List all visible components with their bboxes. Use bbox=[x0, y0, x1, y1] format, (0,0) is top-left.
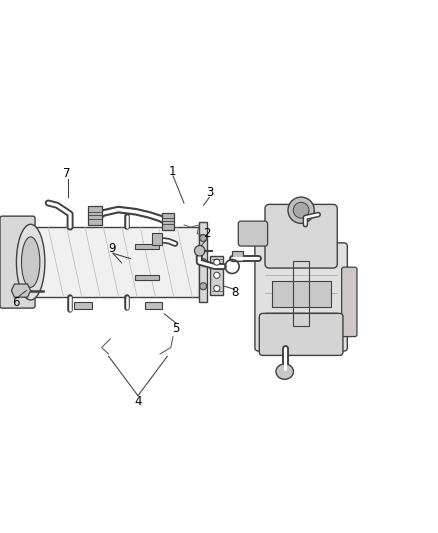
FancyBboxPatch shape bbox=[0, 216, 35, 308]
Text: 1: 1 bbox=[168, 165, 176, 177]
Polygon shape bbox=[11, 284, 31, 297]
Ellipse shape bbox=[21, 237, 40, 287]
Ellipse shape bbox=[17, 224, 45, 300]
Bar bbox=[145, 302, 162, 310]
Circle shape bbox=[288, 197, 314, 223]
FancyBboxPatch shape bbox=[265, 204, 337, 268]
Bar bbox=[152, 233, 162, 246]
FancyBboxPatch shape bbox=[259, 313, 343, 356]
FancyBboxPatch shape bbox=[255, 243, 347, 351]
FancyBboxPatch shape bbox=[238, 221, 268, 246]
Text: 6: 6 bbox=[12, 296, 20, 309]
Text: 5: 5 bbox=[173, 322, 180, 335]
Bar bbox=[135, 244, 159, 249]
Ellipse shape bbox=[276, 364, 293, 379]
Bar bbox=[210, 255, 223, 295]
Text: 9: 9 bbox=[108, 241, 116, 255]
Circle shape bbox=[214, 285, 220, 292]
Text: 2: 2 bbox=[203, 227, 211, 240]
Bar bbox=[31, 227, 199, 297]
Text: 7: 7 bbox=[63, 167, 71, 180]
Circle shape bbox=[200, 282, 207, 290]
Text: 3: 3 bbox=[206, 187, 213, 199]
Bar bbox=[74, 302, 92, 310]
Bar bbox=[162, 213, 174, 230]
Bar bbox=[293, 261, 309, 326]
Circle shape bbox=[200, 259, 207, 265]
Bar bbox=[232, 251, 243, 261]
Text: 4: 4 bbox=[134, 395, 142, 408]
Bar bbox=[272, 281, 331, 307]
Circle shape bbox=[200, 235, 207, 241]
FancyBboxPatch shape bbox=[342, 267, 357, 336]
Bar bbox=[88, 206, 102, 225]
Text: 8: 8 bbox=[232, 286, 239, 300]
Circle shape bbox=[214, 259, 220, 265]
Circle shape bbox=[194, 246, 205, 256]
Bar bbox=[135, 275, 159, 280]
Circle shape bbox=[293, 203, 309, 218]
Bar bbox=[199, 222, 207, 302]
Circle shape bbox=[214, 272, 220, 278]
